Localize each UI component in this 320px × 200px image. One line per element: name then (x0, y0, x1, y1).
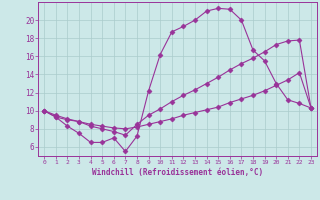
X-axis label: Windchill (Refroidissement éolien,°C): Windchill (Refroidissement éolien,°C) (92, 168, 263, 177)
